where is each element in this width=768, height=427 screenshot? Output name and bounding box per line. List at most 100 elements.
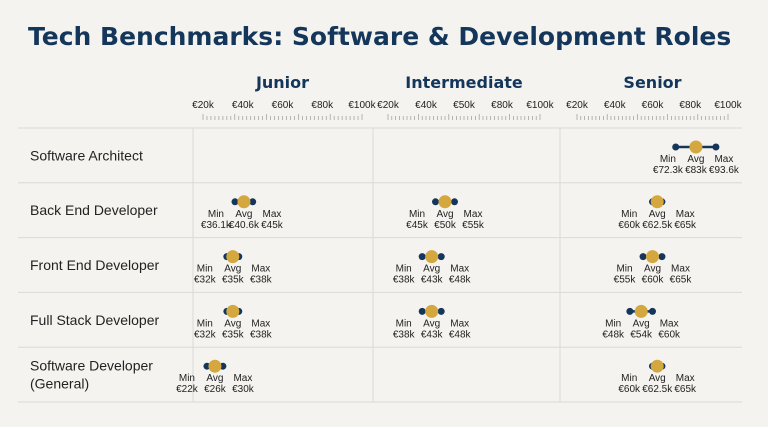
role-label: Software Developer (General) bbox=[30, 358, 153, 392]
max-label: Max bbox=[262, 209, 281, 220]
avg-label: Avg bbox=[633, 318, 650, 329]
range-item: Min€55k Avg€60k Max€65k bbox=[614, 250, 692, 286]
min-value: €60k bbox=[618, 384, 641, 395]
min-value: €36.1k bbox=[201, 220, 232, 231]
min-label: Min bbox=[197, 264, 213, 275]
level-header: Intermediate bbox=[405, 73, 523, 92]
min-label: Min bbox=[396, 318, 412, 329]
avg-value: €62.5k bbox=[642, 220, 673, 231]
max-label: Max bbox=[660, 318, 679, 329]
max-value: €48k bbox=[449, 275, 472, 286]
min-dot bbox=[626, 307, 634, 315]
max-value: €93.6k bbox=[709, 165, 740, 176]
min-dot bbox=[432, 198, 439, 206]
min-value: €72.3k bbox=[653, 165, 684, 176]
min-label: Min bbox=[197, 318, 213, 329]
max-label: Max bbox=[251, 264, 270, 275]
tick-label: €50k bbox=[453, 100, 476, 111]
max-label: Max bbox=[251, 318, 270, 329]
max-label: Max bbox=[671, 264, 690, 275]
min-value: €22k bbox=[176, 384, 199, 395]
min-label: Min bbox=[605, 318, 621, 329]
max-value: €55k bbox=[462, 220, 485, 231]
min-value: €48k bbox=[602, 329, 625, 340]
tick-label: €40k bbox=[604, 100, 627, 111]
avg-value: €43k bbox=[421, 275, 444, 286]
min-label: Min bbox=[621, 209, 637, 220]
avg-dot bbox=[237, 195, 251, 209]
max-dot bbox=[712, 143, 720, 151]
max-label: Max bbox=[233, 373, 252, 384]
avg-dot bbox=[650, 359, 664, 373]
min-value: €45k bbox=[406, 220, 429, 231]
role-label: Front End Developer bbox=[30, 257, 160, 273]
avg-label: Avg bbox=[224, 264, 241, 275]
avg-label: Avg bbox=[235, 209, 252, 220]
avg-dot bbox=[650, 195, 664, 209]
level-header: Junior bbox=[255, 73, 309, 92]
avg-value: €40.6k bbox=[229, 220, 260, 231]
max-label: Max bbox=[676, 209, 695, 220]
max-value: €65k bbox=[674, 384, 697, 395]
max-dot bbox=[649, 307, 656, 315]
avg-value: €62.5k bbox=[642, 384, 673, 395]
max-label: Max bbox=[676, 373, 695, 384]
tick-label: €80k bbox=[311, 100, 334, 111]
tick-label: €20k bbox=[377, 100, 400, 111]
level-header: Senior bbox=[623, 73, 681, 92]
avg-dot bbox=[689, 140, 703, 154]
max-value: €48k bbox=[449, 329, 472, 340]
tick-label: €60k bbox=[642, 100, 665, 111]
min-label: Min bbox=[396, 264, 412, 275]
avg-label: Avg bbox=[436, 209, 453, 220]
avg-dot bbox=[425, 250, 439, 264]
min-label: Min bbox=[179, 373, 195, 384]
min-dot bbox=[672, 143, 680, 151]
min-label: Min bbox=[208, 209, 224, 220]
range-item: Min€32k Avg€35k Max€38k bbox=[194, 250, 273, 286]
max-value: €38k bbox=[250, 275, 273, 286]
max-label: Max bbox=[464, 209, 483, 220]
max-dot bbox=[451, 198, 458, 206]
min-value: €32k bbox=[194, 329, 217, 340]
avg-label: Avg bbox=[206, 373, 223, 384]
avg-value: €43k bbox=[421, 329, 444, 340]
role-label: Full Stack Developer bbox=[30, 312, 160, 328]
min-dot bbox=[639, 253, 647, 261]
avg-value: €60k bbox=[642, 275, 665, 286]
tick-label: €20k bbox=[192, 100, 215, 111]
avg-value: €35k bbox=[222, 329, 245, 340]
min-label: Min bbox=[621, 373, 637, 384]
avg-value: €35k bbox=[222, 275, 245, 286]
max-value: €60k bbox=[658, 329, 681, 340]
avg-label: Avg bbox=[224, 318, 241, 329]
avg-dot bbox=[634, 304, 648, 318]
min-value: €38k bbox=[393, 275, 416, 286]
avg-dot bbox=[226, 304, 240, 318]
range-item: Min€32k Avg€35k Max€38k bbox=[194, 304, 273, 340]
avg-label: Avg bbox=[649, 373, 666, 384]
avg-value: €50k bbox=[434, 220, 457, 231]
max-dot bbox=[249, 198, 257, 206]
max-value: €38k bbox=[250, 329, 273, 340]
range-item: Min€45k Avg€50k Max€55k bbox=[406, 195, 485, 231]
role-label: Software Architect bbox=[30, 147, 143, 163]
min-dot bbox=[418, 307, 426, 315]
chart-title: Tech Benchmarks: Software & Development … bbox=[28, 22, 731, 51]
avg-dot bbox=[208, 359, 222, 373]
avg-label: Avg bbox=[644, 264, 661, 275]
tick-label: €20k bbox=[566, 100, 589, 111]
tick-label: €80k bbox=[491, 100, 514, 111]
min-value: €38k bbox=[393, 329, 416, 340]
role-label: Back End Developer bbox=[30, 202, 158, 218]
avg-value: €54k bbox=[630, 329, 653, 340]
range-item: Min€38k Avg€43k Max€48k bbox=[393, 304, 472, 340]
tick-label: €80k bbox=[679, 100, 702, 111]
avg-dot bbox=[646, 250, 659, 264]
range-item: Min€48k Avg€54k Max€60k bbox=[602, 304, 681, 340]
avg-dot bbox=[425, 304, 439, 318]
tick-label: €40k bbox=[415, 100, 438, 111]
